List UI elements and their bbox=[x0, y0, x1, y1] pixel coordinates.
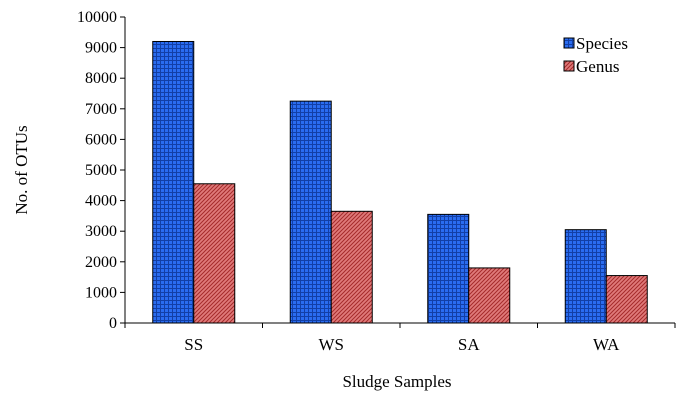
bar-species-ss bbox=[152, 40, 195, 324]
legend-label-species: Species bbox=[576, 34, 628, 53]
y-tick-label: 6000 bbox=[85, 131, 117, 148]
x-tick-label: WS bbox=[319, 335, 345, 354]
x-tick-label: WA bbox=[593, 335, 620, 354]
y-tick-label: 1000 bbox=[85, 284, 117, 301]
bars bbox=[152, 40, 648, 324]
axes bbox=[124, 17, 675, 324]
legend-swatch-genus bbox=[563, 60, 575, 72]
legend: Species Genus bbox=[563, 34, 628, 76]
y-tick-label: 5000 bbox=[85, 162, 117, 179]
y-tick-label: 4000 bbox=[85, 193, 117, 210]
bar-species-wa bbox=[564, 229, 607, 324]
bar-species-ws bbox=[289, 100, 332, 324]
x-tick-label: SA bbox=[458, 335, 480, 354]
y-tick-label: 9000 bbox=[85, 40, 117, 57]
bar-species-sa bbox=[427, 213, 470, 324]
x-tick-label: SS bbox=[184, 335, 203, 354]
y-tick-label: 10000 bbox=[77, 9, 117, 26]
y-tick-label: 2000 bbox=[85, 254, 117, 271]
legend-label-genus: Genus bbox=[576, 57, 619, 76]
legend-swatch-species bbox=[563, 37, 575, 49]
y-tick-label: 7000 bbox=[85, 101, 117, 118]
bar-genus-ss bbox=[193, 183, 236, 324]
x-axis-label: Sludge Samples bbox=[342, 372, 451, 391]
y-tick-label: 0 bbox=[109, 315, 117, 332]
bar-genus-wa bbox=[605, 275, 648, 324]
y-axis-ticks: 0 1000 2000 3000 4000 5000 6000 7000 8000 9000 100… bbox=[77, 9, 125, 332]
y-tick-label: 8000 bbox=[85, 70, 117, 87]
y-axis-label: No. of OTUs bbox=[12, 125, 31, 214]
x-axis-ticks: SS WS SA WA bbox=[124, 323, 676, 354]
bar-genus-ws bbox=[330, 210, 373, 324]
bar-genus-sa bbox=[468, 267, 511, 324]
y-tick-label: 3000 bbox=[85, 223, 117, 240]
